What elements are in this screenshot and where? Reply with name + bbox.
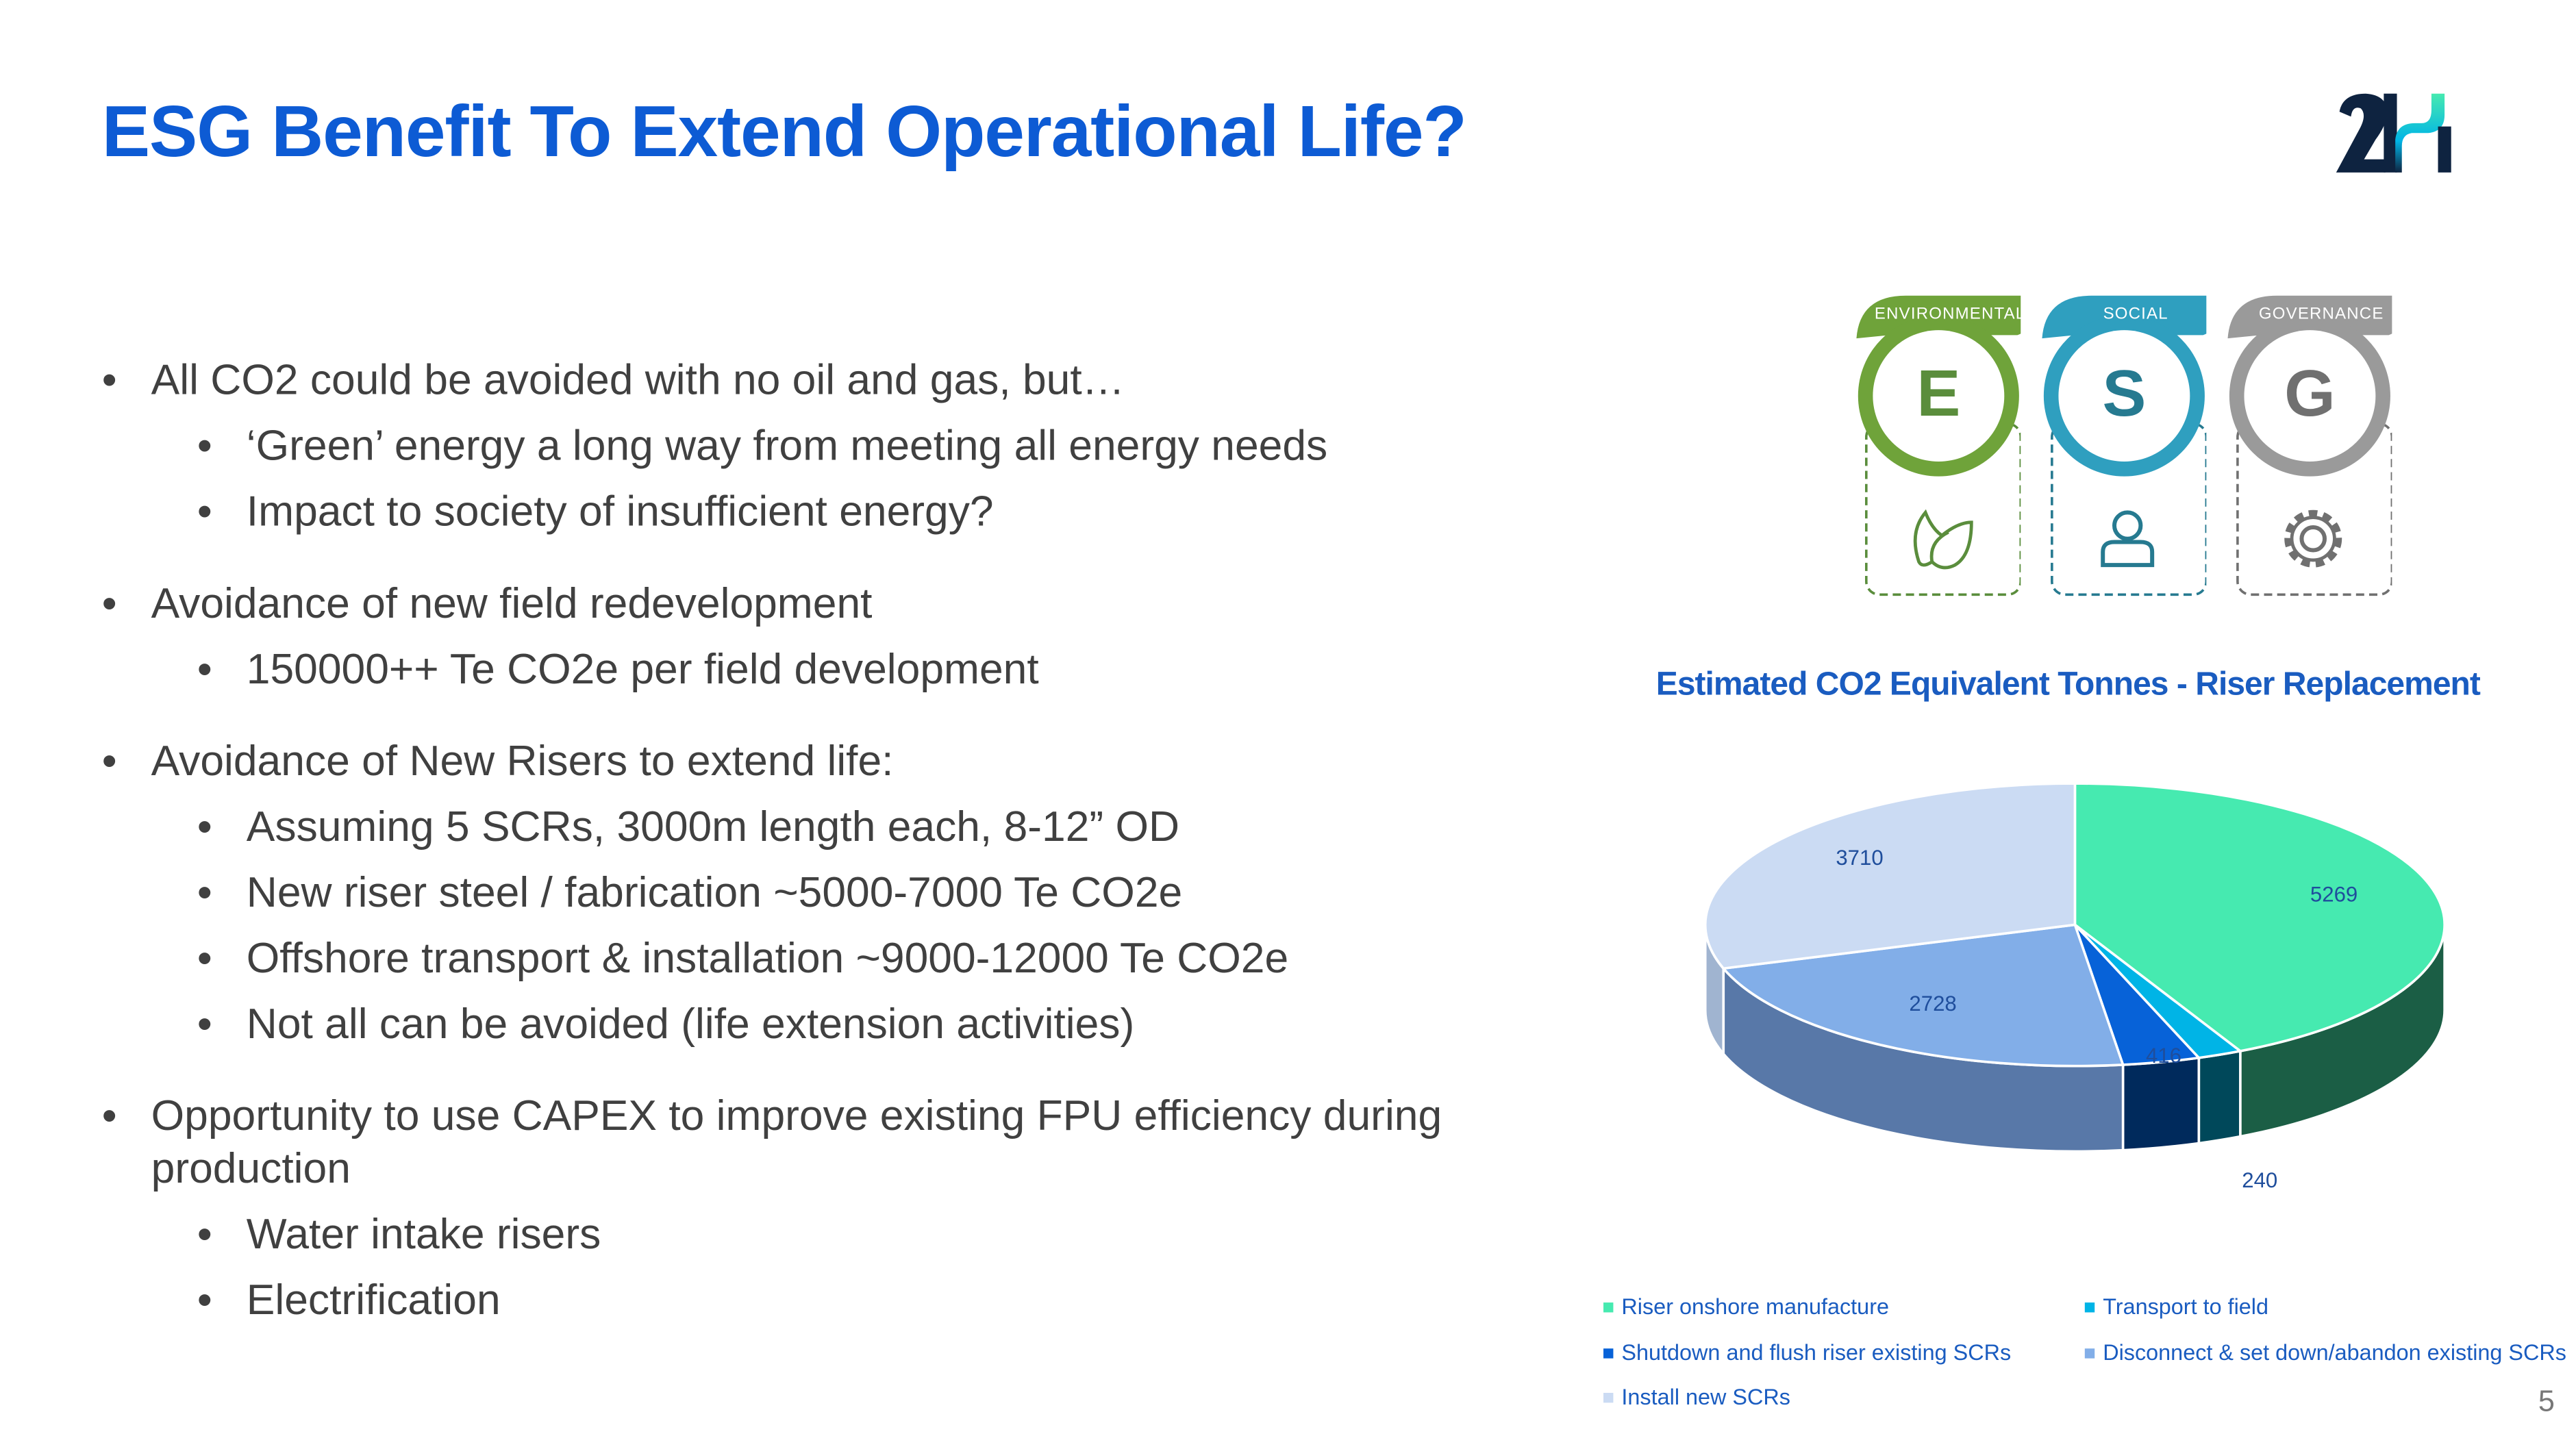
- esg-letter: G: [2284, 357, 2336, 431]
- sub-bullet-item: Not all can be avoided (life extension a…: [102, 997, 1548, 1050]
- sub-bullet-item: Electrification: [102, 1273, 1548, 1326]
- chart-title: Estimated CO2 Equivalent Tonnes - Riser …: [1655, 666, 2481, 703]
- legend-swatch: [1603, 1394, 1614, 1404]
- bullet-item: All CO2 could be avoided with no oil and…: [102, 353, 1548, 406]
- bullet-list: All CO2 could be avoided with no oil and…: [102, 353, 1548, 1326]
- esg-pillar-social: SOCIAL S: [2025, 292, 2207, 605]
- legend-label: Transport to field: [2103, 1294, 2268, 1320]
- data-label: 3710: [1836, 846, 1883, 870]
- legend-swatch: [2084, 1303, 2095, 1313]
- sub-bullet-item: New riser steel / fabrication ~5000-7000…: [102, 866, 1548, 918]
- sub-bullet-item: Assuming 5 SCRs, 3000m length each, 8-12…: [102, 800, 1548, 853]
- data-label: 2728: [1909, 992, 1956, 1016]
- legend-item: Shutdown and flush riser existing SCRs: [1603, 1340, 2011, 1365]
- bullet-item: Opportunity to use CAPEX to improve exis…: [102, 1089, 1548, 1194]
- esg-label: GOVERNANCE: [2258, 305, 2384, 324]
- pie-slice-side: [2121, 1056, 2201, 1152]
- page-number: 5: [2538, 1385, 2555, 1418]
- data-label: 416: [2146, 1044, 2181, 1068]
- person-icon: [2101, 510, 2155, 568]
- legend-label: Install new SCRs: [1621, 1385, 1790, 1409]
- company-logo: [2336, 93, 2451, 173]
- esg-letter: S: [2102, 357, 2147, 431]
- legend-label: Riser onshore manufacture: [1621, 1294, 1890, 1320]
- data-label: 240: [2242, 1168, 2277, 1192]
- esg-label: SOCIAL: [2103, 305, 2168, 324]
- pie-slice: [1721, 923, 2125, 1068]
- legend-label: Shutdown and flush riser existing SCRs: [1621, 1340, 2012, 1365]
- esg-letter: E: [1916, 357, 1961, 431]
- gear-icon: [2284, 509, 2342, 568]
- legend-item: Riser onshore manufacture: [1603, 1294, 1889, 1319]
- leaf-icon: [1913, 509, 1973, 570]
- legend-swatch: [1603, 1303, 1614, 1313]
- pie-slice: [1703, 782, 2077, 970]
- pie-slice-side: [2197, 1049, 2242, 1145]
- bullet-item: Avoidance of New Risers to extend life:: [102, 734, 1548, 787]
- esg-label: ENVIRONMENTAL: [1874, 305, 2026, 324]
- page-title: ESG Benefit To Extend Operational Life?: [101, 92, 1467, 173]
- esg-graphic: ENVIRONMENTAL E SOCIAL S GOVERNANCE G: [1840, 292, 2431, 605]
- sub-bullet-item: Water intake risers: [102, 1207, 1548, 1260]
- esg-pillar-environmental: ENVIRONMENTAL E: [1840, 292, 2025, 605]
- legend-swatch: [1603, 1349, 1614, 1359]
- esg-pillar-governance: GOVERNANCE G: [2212, 292, 2392, 605]
- sub-bullet-item: Impact to society of insufficient energy…: [102, 485, 1548, 538]
- data-label: 5269: [2310, 882, 2358, 906]
- pie-chart: 5269 240 416 2728 3710: [1703, 782, 2446, 1192]
- sub-bullet-item: Offshore transport & installation ~9000-…: [102, 931, 1548, 984]
- legend-item: Disconnect & set down/abandon existing S…: [2084, 1340, 2566, 1365]
- bullet-item: Avoidance of new field redevelopment: [102, 577, 1548, 629]
- legend-item: Transport to field: [2084, 1294, 2268, 1320]
- legend-label: Disconnect & set down/abandon existing S…: [2103, 1340, 2566, 1365]
- sub-bullet-item: 150000++ Te CO2e per field development: [102, 642, 1548, 695]
- legend-swatch: [2084, 1349, 2095, 1359]
- legend-item: Install new SCRs: [1603, 1385, 1790, 1409]
- pie-slice: [2073, 782, 2446, 1053]
- sub-bullet-item: ‘Green’ energy a long way from meeting a…: [102, 419, 1548, 472]
